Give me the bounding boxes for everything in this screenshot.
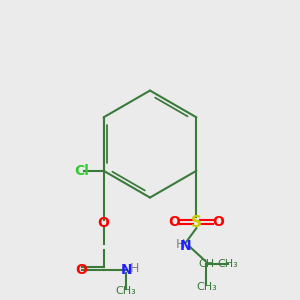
Text: O: O (168, 215, 180, 229)
Text: CH₃: CH₃ (196, 282, 217, 292)
Text: H: H (130, 262, 139, 275)
Text: N: N (120, 263, 132, 278)
Text: CH₃: CH₃ (218, 259, 238, 269)
Text: CH: CH (198, 259, 214, 269)
Text: CH₃: CH₃ (116, 286, 136, 296)
Text: N: N (180, 239, 191, 253)
Text: H: H (176, 238, 185, 251)
Text: Cl: Cl (74, 164, 89, 178)
Text: O: O (213, 215, 225, 229)
Text: O: O (98, 216, 109, 230)
Text: O: O (75, 263, 87, 278)
Text: S: S (191, 215, 202, 230)
